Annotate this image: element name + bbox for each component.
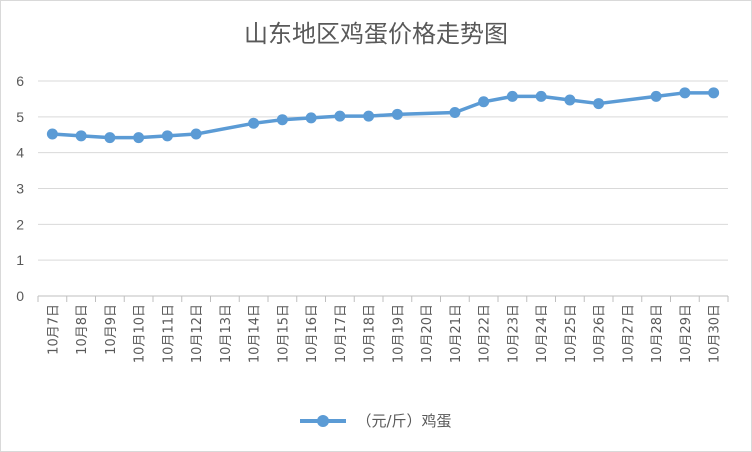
y-tick-label: 5 <box>16 109 24 125</box>
x-tick-label: 10月13日 <box>219 304 234 363</box>
x-tick-label: 10月29日 <box>679 304 694 363</box>
data-point <box>133 132 145 144</box>
y-tick-label: 3 <box>16 181 24 197</box>
data-point <box>104 132 116 144</box>
legend-label: （元/斤）鸡蛋 <box>356 412 452 430</box>
x-tick-label: 10月11日 <box>161 304 176 363</box>
data-point <box>161 130 173 142</box>
y-tick-label: 2 <box>16 216 24 232</box>
x-tick-label: 10月14日 <box>248 304 263 363</box>
x-tick-label: 10月7日 <box>46 304 61 355</box>
x-tick-label: 10月9日 <box>104 304 119 355</box>
data-point <box>363 110 375 122</box>
x-tick-label: 10月27日 <box>621 304 636 363</box>
x-tick-label: 10月8日 <box>75 304 90 355</box>
data-point <box>708 87 720 99</box>
legend: （元/斤）鸡蛋 <box>0 410 752 431</box>
x-tick-label: 10月10日 <box>133 304 148 363</box>
x-tick-label: 10月12日 <box>190 304 205 363</box>
data-point <box>593 98 605 110</box>
data-point <box>46 128 58 140</box>
legend-swatch <box>300 411 347 431</box>
data-point <box>535 90 547 102</box>
y-tick-label: 6 <box>16 73 24 89</box>
x-tick-label: 10月20日 <box>420 304 435 363</box>
data-point <box>276 114 288 126</box>
x-tick-label: 10月19日 <box>391 304 406 363</box>
y-tick-label: 0 <box>16 288 24 304</box>
x-tick-label: 10月23日 <box>506 304 521 363</box>
data-point <box>679 87 691 99</box>
x-tick-label: 10月17日 <box>334 304 349 363</box>
x-tick-label: 10月21日 <box>449 304 464 363</box>
data-point <box>190 128 202 140</box>
data-point <box>449 107 461 119</box>
data-point <box>248 117 260 129</box>
x-tick-label: 10月26日 <box>593 304 608 363</box>
data-point <box>334 110 346 122</box>
y-tick-label: 4 <box>16 145 24 161</box>
series-line <box>50 91 716 140</box>
data-point <box>391 108 403 120</box>
data-point <box>478 96 490 108</box>
x-tick-label: 10月24日 <box>535 304 550 363</box>
x-tick-label: 10月28日 <box>650 304 665 363</box>
data-point <box>506 90 518 102</box>
y-tick-label: 1 <box>16 252 24 268</box>
data-point <box>305 112 317 124</box>
x-tick-label: 10月16日 <box>305 304 320 363</box>
x-tick-label: 10月25日 <box>564 304 579 363</box>
data-point <box>564 94 576 106</box>
x-tick-label: 10月18日 <box>363 304 378 363</box>
data-point <box>650 90 662 102</box>
x-tick-label: 10月30日 <box>708 304 723 363</box>
x-tick-label: 10月15日 <box>276 304 291 363</box>
x-tick-label: 10月22日 <box>478 304 493 363</box>
data-point <box>75 130 87 142</box>
chart-title: 山东地区鸡蛋价格走势图 <box>244 20 508 48</box>
